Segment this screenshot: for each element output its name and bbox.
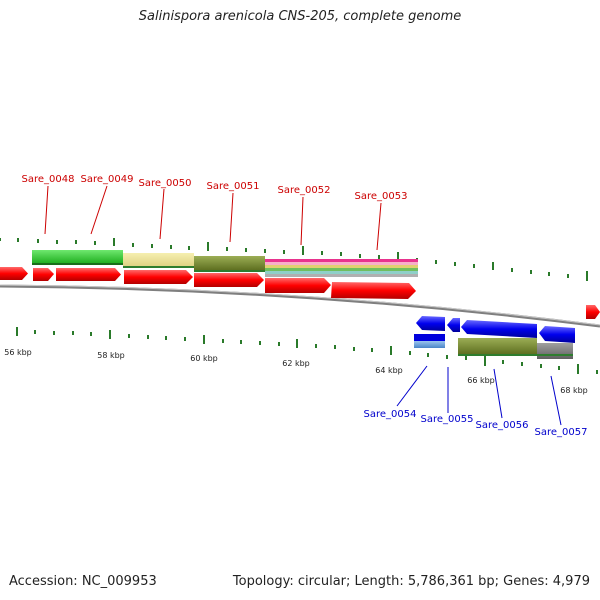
reverse-cds-arrow[interactable] xyxy=(461,320,537,338)
feature-block-striped[interactable] xyxy=(265,259,418,277)
scale-label: 64 kbp xyxy=(375,366,403,375)
feature-block-blue[interactable] xyxy=(414,334,445,341)
gene-label-forward[interactable]: Sare_0049 xyxy=(81,174,134,185)
forward-feature-blocks xyxy=(32,250,418,277)
forward-strand-genes xyxy=(0,267,600,319)
reverse-strand-genes xyxy=(416,316,575,343)
forward-cds-arrow[interactable] xyxy=(124,270,193,284)
gene-label-reverse[interactable]: Sare_0056 xyxy=(476,420,529,431)
lower-tick-row xyxy=(16,327,598,374)
reverse-cds-arrow[interactable] xyxy=(447,318,460,332)
gene-label-reverse[interactable]: Sare_0055 xyxy=(421,414,474,425)
feature-block-khaki-underline xyxy=(123,266,194,268)
forward-cds-arrow[interactable] xyxy=(0,267,28,280)
gene-label-forward[interactable]: Sare_0050 xyxy=(139,178,192,189)
feature-block-green[interactable] xyxy=(32,250,123,263)
forward-cds-arrow[interactable] xyxy=(265,278,331,293)
feature-block-green-underline xyxy=(32,263,123,265)
reverse-cds-arrow[interactable] xyxy=(539,326,575,343)
forward-cds-arrow[interactable] xyxy=(586,305,600,319)
scale-labels: 56 kbp 58 kbp 60 kbp 62 kbp 64 kbp 66 kb… xyxy=(4,348,588,395)
forward-cds-arrow[interactable] xyxy=(33,268,54,281)
accession-text: Accession: NC_009953 xyxy=(9,574,157,589)
gene-label-reverse[interactable]: Sare_0054 xyxy=(364,409,417,420)
gene-label-reverse[interactable]: Sare_0057 xyxy=(535,427,588,438)
reverse-cds-arrow[interactable] xyxy=(416,316,445,331)
reverse-gene-labels: Sare_0054 Sare_0055 Sare_0056 Sare_0057 xyxy=(364,409,588,438)
forward-cds-arrow[interactable] xyxy=(194,273,264,287)
gene-label-forward[interactable]: Sare_0048 xyxy=(22,174,75,185)
reverse-label-leaders xyxy=(396,365,562,426)
gene-label-forward[interactable]: Sare_0052 xyxy=(278,185,331,196)
feature-block-gray[interactable] xyxy=(537,343,573,359)
feature-block-olive-reverse[interactable] xyxy=(458,338,537,354)
scale-label: 60 kbp xyxy=(190,354,218,363)
gene-label-forward[interactable]: Sare_0051 xyxy=(207,181,260,192)
gene-label-forward[interactable]: Sare_0053 xyxy=(355,191,408,202)
reverse-feature-blocks xyxy=(414,334,573,359)
forward-cds-arrow[interactable] xyxy=(56,268,121,281)
genome-backbone-highlight xyxy=(0,284,600,326)
feature-block-olive[interactable] xyxy=(194,256,265,270)
feature-block-khaki[interactable] xyxy=(123,253,194,266)
forward-label-leaders xyxy=(44,185,382,251)
forward-cds-arrow[interactable] xyxy=(331,282,416,299)
scale-label: 68 kbp xyxy=(560,386,588,395)
scale-label: 56 kbp xyxy=(4,348,32,357)
feature-block-lightblue[interactable] xyxy=(414,341,445,348)
map-title: Salinispora arenicola CNS-205, complete … xyxy=(138,9,462,24)
feature-block-gray-underline xyxy=(458,354,573,356)
genome-backbone xyxy=(0,284,600,328)
scale-label: 66 kbp xyxy=(467,376,495,385)
forward-gene-labels: Sare_0048 Sare_0049 Sare_0050 Sare_0051 … xyxy=(22,174,408,202)
genome-summary-text: Topology: circular; Length: 5,786,361 bp… xyxy=(232,574,590,589)
feature-block-olive-underline xyxy=(194,270,265,272)
scale-label: 62 kbp xyxy=(282,359,310,368)
scale-label: 58 kbp xyxy=(97,351,125,360)
